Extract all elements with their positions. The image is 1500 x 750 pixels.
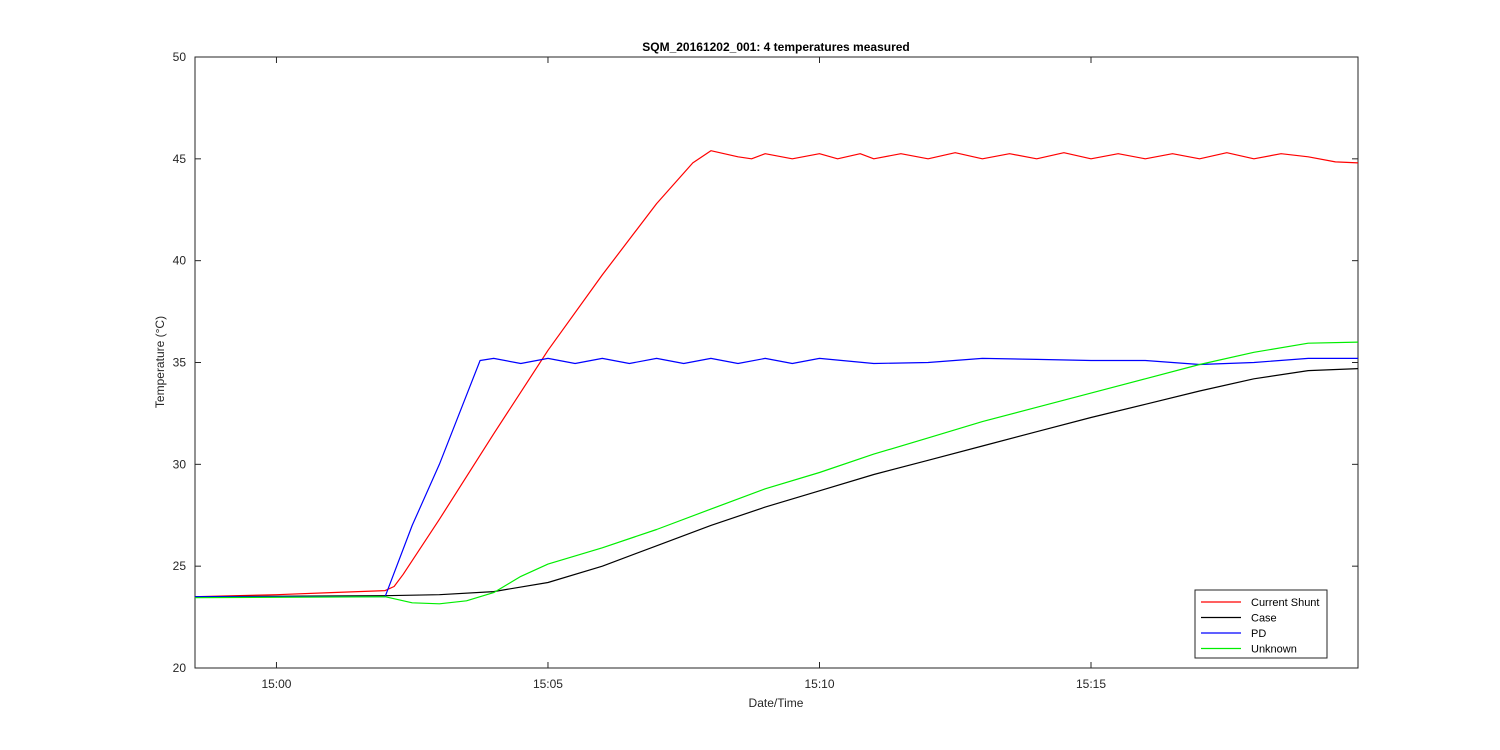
legend-label: Unknown	[1251, 644, 1297, 656]
x-tick-label: 15:15	[1076, 677, 1106, 691]
legend-label: Case	[1251, 613, 1277, 625]
plot-area: 15:00 15:05 15:10 15:15 20 25 30 35 40 45 50	[173, 50, 1359, 691]
y-tick-label: 25	[173, 559, 187, 573]
y-tick-label: 45	[173, 152, 187, 166]
x-tick-label: 15:10	[804, 677, 834, 691]
y-axis-title: Temperature (°C)	[153, 316, 167, 408]
legend-label: Current Shunt	[1251, 597, 1319, 609]
y-tick-label: 50	[173, 50, 187, 64]
legend-box	[1194, 589, 1328, 659]
x-tick-label: 15:00	[261, 677, 291, 691]
y-tick-label: 35	[173, 356, 187, 370]
tick-layer: 15:00 15:05 15:10 15:15 20 25 30 35 40 45 50	[173, 50, 1358, 691]
x-tick-label: 15:05	[533, 677, 563, 691]
series-line-case	[194, 368, 1359, 598]
series-line-unknown	[194, 341, 1359, 605]
y-tick-label: 20	[173, 661, 187, 675]
axes-box	[194, 56, 1359, 669]
series-layer	[194, 150, 1359, 605]
chart-title: SQM_20161202_001: 4 temperatures measure…	[642, 40, 910, 54]
legend-entries: Current Shunt Case PD Unknown	[1201, 597, 1319, 656]
legend-label: PD	[1251, 628, 1266, 640]
series-line-current-shunt	[194, 150, 1359, 598]
y-tick-label: 40	[173, 254, 187, 268]
x-axis-title: Date/Time	[749, 696, 804, 710]
series-line-pd	[195, 357, 1358, 598]
y-tick-label: 30	[173, 457, 187, 471]
legend: Current Shunt Case PD Unknown	[1194, 589, 1328, 659]
